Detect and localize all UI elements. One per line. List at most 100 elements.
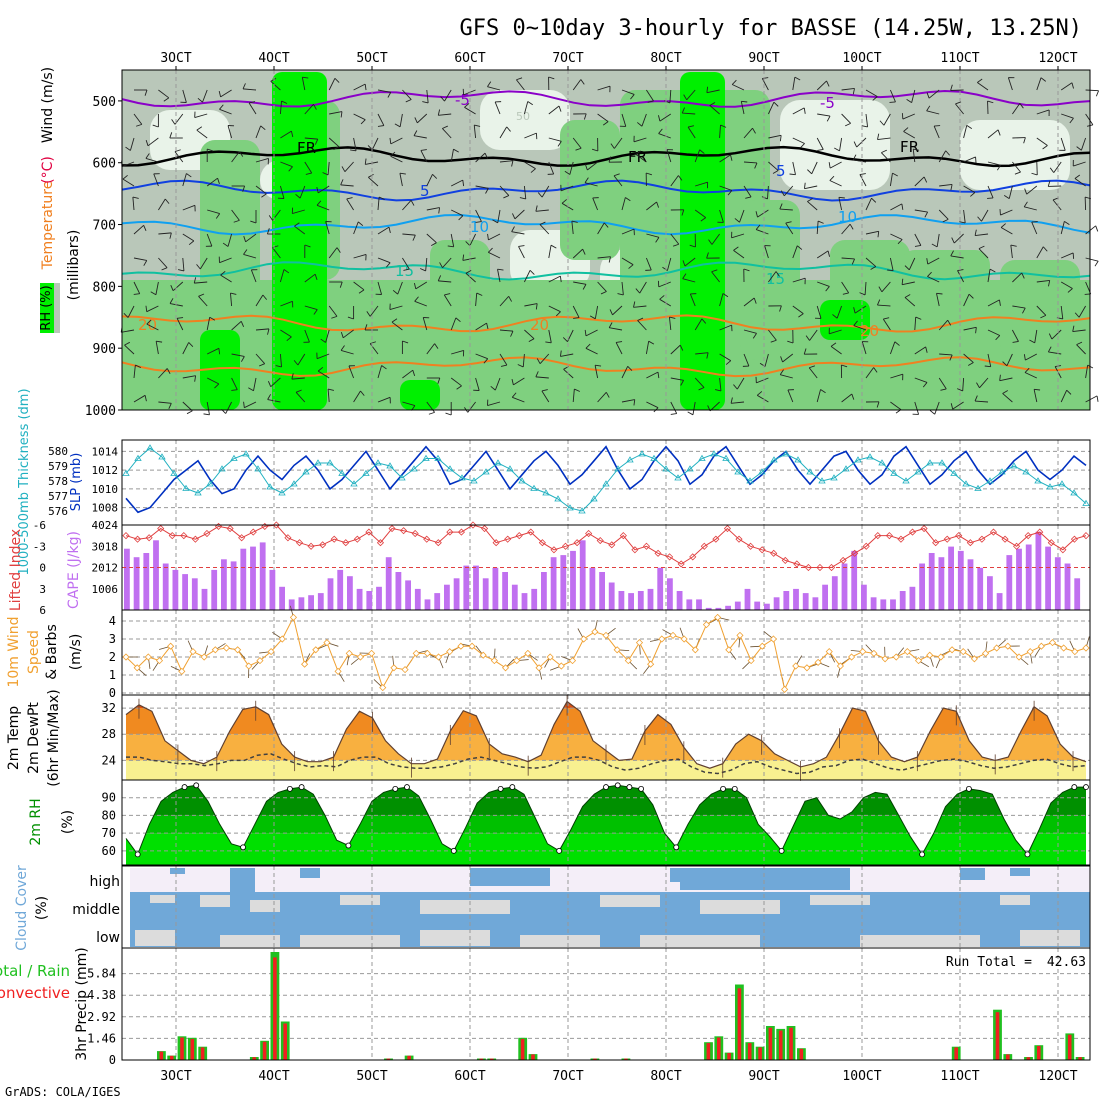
- cape-bar: [899, 591, 906, 610]
- cloud-high-block: [470, 868, 550, 886]
- wind-barb: [785, 222, 794, 235]
- wind-barb-flag: [475, 221, 482, 223]
- wind-barb-flag: [360, 119, 366, 125]
- li-marker: [804, 563, 812, 572]
- wind-barb-flag: [193, 277, 197, 284]
- wind-barb-flag: [313, 104, 317, 110]
- thickness-marker: [458, 474, 466, 481]
- wind-barb: [572, 248, 584, 259]
- cape-bar: [240, 548, 247, 610]
- wind-speed-marker: [903, 648, 911, 656]
- wind-barb: [346, 198, 354, 211]
- wind-barb: [811, 161, 818, 174]
- rh-dry-patch: [480, 90, 570, 150]
- wind-barb: [451, 209, 464, 217]
- wind-barb-flag: [1040, 77, 1047, 82]
- wind-barb: [1048, 351, 1062, 355]
- wind-barb-flag: [492, 219, 498, 224]
- wind-barb-flag: [832, 314, 838, 319]
- wind-barb: [227, 125, 233, 139]
- wind-barb: [658, 133, 671, 139]
- thickness-marker: [266, 483, 274, 490]
- wind-barb-flag: [412, 234, 416, 241]
- wind-barb: [914, 209, 928, 213]
- wind-barb: [399, 113, 403, 127]
- wind-barb: [987, 161, 1001, 166]
- cape-bar: [434, 593, 441, 610]
- chart-title: GFS 0~10day 3-hourly for BASSE (14.25W, …: [459, 16, 1082, 41]
- wind-barb-flag: [841, 364, 848, 368]
- wind-barb: [865, 367, 875, 379]
- wind-barb-flag: [156, 340, 163, 343]
- precip-convective-bar: [624, 1058, 628, 1060]
- li-marker: [295, 539, 304, 547]
- thickness-marker: [470, 477, 478, 484]
- wind-barb: [572, 79, 582, 91]
- li-marker: [978, 535, 986, 543]
- wind-barb: [1085, 395, 1098, 403]
- wind-barb: [914, 233, 922, 246]
- top-date-label: 4OCT: [258, 51, 289, 66]
- cape-bar: [1074, 578, 1081, 610]
- precip-axis-label: 3hr Precip (mm): [74, 947, 90, 1060]
- rh2m-unit-label: (%): [60, 810, 76, 834]
- wind-barb-flag: [753, 297, 757, 304]
- cloud-row-label: high: [89, 874, 120, 890]
- wind-speed-marker: [836, 662, 844, 670]
- wind-barb: [963, 125, 968, 139]
- wind-barb-flag: [720, 124, 727, 128]
- wind-barb-flag: [711, 269, 718, 273]
- wind-barb-flag: [381, 365, 387, 370]
- wind-barb-flag: [402, 340, 409, 344]
- wind-barb-flag: [752, 127, 756, 134]
- wind-barb-flag: [313, 309, 318, 315]
- wind-barb: [881, 152, 891, 163]
- cape-bar: [822, 584, 828, 610]
- thickness-marker: [1070, 489, 1078, 496]
- wind-barb: [475, 293, 478, 307]
- wind-barb-flag: [779, 369, 784, 375]
- wind-barb-flag: [194, 375, 197, 382]
- wind-barb-flag: [562, 337, 568, 343]
- wind-barb: [225, 401, 233, 414]
- wind-barb-flag: [217, 178, 220, 185]
- rh-extreme-marker: [345, 842, 352, 849]
- wind-barb-flag: [830, 342, 837, 347]
- wind-barb-flag: [260, 125, 266, 131]
- precip-convective-bar: [159, 1051, 164, 1060]
- cape-bar: [637, 591, 644, 610]
- wind-barb: [694, 377, 705, 388]
- wind-barb: [548, 305, 561, 313]
- run-total-value: 42.63: [1047, 955, 1086, 970]
- wind-barb-flag: [314, 274, 318, 281]
- wind-barb: [548, 275, 561, 283]
- wind-barb-flag: [926, 105, 931, 112]
- wind-barb-flag: [196, 126, 203, 131]
- wind-barb-flag: [1003, 194, 1010, 199]
- li-marker: [608, 541, 616, 549]
- wind-barb-flag: [485, 188, 489, 194]
- cloud-clear-block: [1020, 930, 1080, 946]
- rh-moist-patch: [200, 140, 260, 320]
- wind-barb: [129, 137, 135, 151]
- wind-barb: [594, 365, 599, 379]
- wind-barb-flag: [465, 269, 472, 274]
- wind-barb-flag: [1023, 354, 1026, 361]
- wind-speed-marker: [613, 646, 621, 654]
- wind-barb-flag: [881, 149, 887, 154]
- wind-barb-flag: [851, 393, 855, 400]
- wind-barb: [841, 281, 850, 294]
- wind-barb: [927, 276, 940, 283]
- li-marker: [642, 542, 651, 550]
- wind-speed-marker: [970, 655, 978, 663]
- wind-barb: [415, 281, 428, 290]
- wind-barb: [158, 198, 166, 211]
- wind-speed-marker: [859, 648, 867, 656]
- wind-barb-flag: [1002, 361, 1008, 367]
- wind-speed-marker: [200, 653, 208, 661]
- wind-barb-flag: [608, 156, 612, 163]
- wind-barb: [548, 137, 562, 142]
- li-marker: [457, 528, 465, 536]
- wind-barb: [279, 185, 285, 199]
- li-marker: [793, 560, 801, 568]
